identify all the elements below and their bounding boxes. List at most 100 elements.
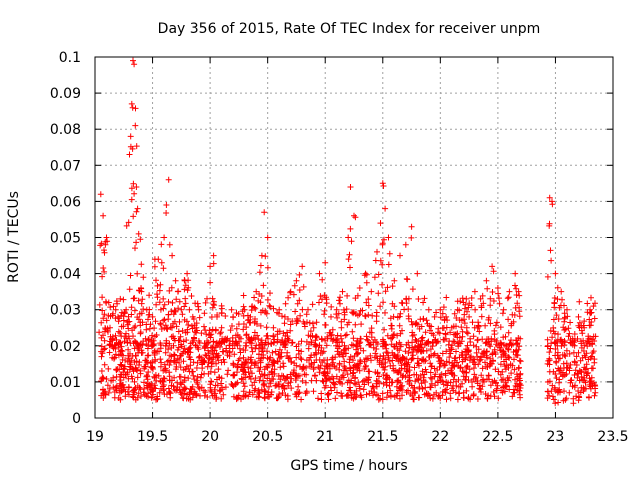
data-point	[385, 261, 392, 268]
data-point	[338, 324, 345, 331]
data-point	[168, 344, 175, 351]
data-point	[161, 366, 168, 373]
data-point	[441, 316, 448, 323]
data-point	[337, 300, 343, 307]
data-point	[125, 325, 132, 332]
data-point	[271, 336, 278, 343]
data-point	[230, 372, 237, 379]
data-point	[515, 288, 522, 295]
data-point	[500, 306, 507, 313]
data-point	[321, 311, 328, 318]
data-point	[416, 384, 423, 391]
data-point	[291, 282, 298, 289]
data-point	[496, 295, 502, 302]
data-point	[463, 295, 470, 302]
data-point	[341, 309, 348, 316]
data-point	[409, 321, 416, 328]
data-point	[387, 387, 394, 394]
data-point	[305, 306, 311, 313]
data-point	[258, 371, 265, 377]
data-point	[323, 342, 330, 349]
data-point	[172, 359, 179, 366]
data-point	[554, 337, 561, 344]
data-point	[277, 364, 284, 371]
data-point	[343, 392, 350, 399]
data-point	[140, 306, 147, 313]
data-point	[96, 301, 103, 308]
data-point	[299, 306, 306, 313]
data-point	[453, 382, 460, 389]
data-point	[129, 104, 136, 111]
data-point	[570, 395, 577, 402]
data-point	[130, 213, 137, 220]
data-point	[570, 349, 577, 356]
data-point	[261, 388, 268, 394]
data-point	[429, 339, 436, 346]
data-point	[160, 387, 167, 394]
y-tick-label: 0	[72, 411, 81, 427]
y-tick-label: 0.03	[50, 303, 81, 319]
data-point	[152, 356, 159, 363]
data-point	[251, 319, 258, 326]
data-point	[304, 319, 310, 326]
data-point	[205, 347, 212, 354]
data-point	[517, 358, 524, 365]
data-point	[431, 365, 438, 372]
data-point	[236, 355, 243, 362]
data-point	[432, 371, 439, 378]
data-point	[177, 333, 184, 340]
data-point	[297, 363, 303, 370]
data-point	[405, 315, 412, 322]
data-point	[478, 304, 485, 311]
data-point	[352, 311, 359, 317]
data-point	[288, 359, 295, 365]
data-point	[388, 322, 395, 329]
data-point	[217, 330, 224, 337]
data-point	[183, 318, 190, 325]
data-point	[251, 329, 258, 336]
data-point	[419, 385, 426, 392]
data-point	[336, 366, 343, 373]
data-point	[187, 396, 194, 403]
data-point	[423, 317, 430, 324]
data-point	[267, 380, 274, 387]
data-point	[453, 348, 459, 355]
data-point	[124, 321, 131, 328]
data-point	[124, 358, 131, 365]
data-point	[270, 324, 277, 331]
data-point	[213, 350, 220, 357]
data-point	[504, 295, 511, 302]
data-point	[361, 366, 368, 372]
data-point	[459, 333, 466, 340]
data-point	[370, 344, 377, 351]
data-point	[465, 347, 472, 353]
data-point	[385, 374, 391, 381]
data-point	[437, 314, 444, 321]
data-point	[310, 366, 317, 373]
data-point	[218, 359, 225, 366]
data-point	[393, 392, 400, 399]
data-point	[511, 356, 517, 363]
data-point	[282, 340, 289, 347]
data-point	[584, 300, 591, 307]
data-point	[279, 313, 285, 320]
data-point	[446, 338, 453, 345]
data-point	[551, 295, 558, 301]
data-point	[275, 310, 282, 317]
data-point	[106, 349, 113, 356]
data-point	[357, 339, 364, 346]
data-point	[221, 339, 228, 346]
data-point	[98, 240, 105, 247]
data-point	[363, 299, 370, 306]
data-point	[163, 325, 170, 332]
data-point	[149, 342, 156, 349]
data-point	[369, 312, 376, 319]
data-point	[98, 319, 105, 326]
data-point	[307, 328, 314, 335]
data-point	[198, 384, 205, 391]
data-point	[322, 337, 329, 344]
data-point	[573, 362, 580, 368]
data-point	[279, 337, 286, 344]
data-point	[180, 358, 187, 365]
data-point	[208, 378, 215, 385]
